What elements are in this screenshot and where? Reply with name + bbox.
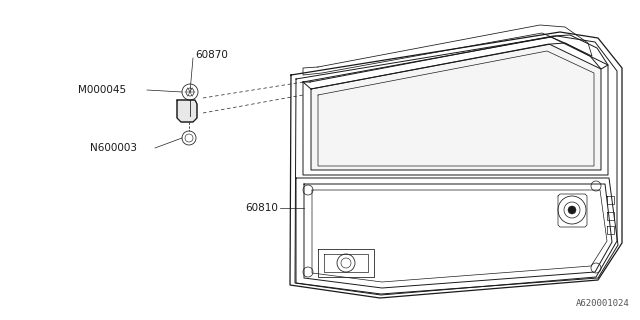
- Circle shape: [568, 206, 576, 214]
- Text: 60810: 60810: [245, 203, 278, 213]
- Text: M000045: M000045: [78, 85, 126, 95]
- Text: N600003: N600003: [90, 143, 137, 153]
- Text: 60870: 60870: [195, 50, 228, 60]
- Text: A620001024: A620001024: [576, 299, 630, 308]
- Polygon shape: [177, 100, 197, 122]
- Polygon shape: [311, 44, 601, 170]
